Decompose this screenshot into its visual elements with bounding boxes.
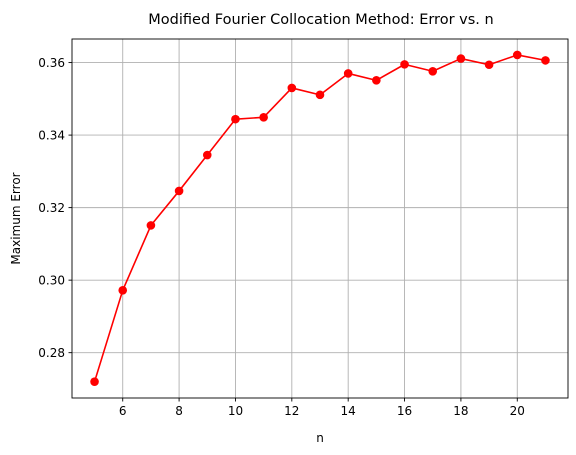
y-tick-label: 0.36 <box>38 56 65 70</box>
data-point <box>259 113 268 122</box>
data-point <box>202 150 212 160</box>
series-line <box>93 54 546 382</box>
gridlines <box>72 39 568 398</box>
plot-frame <box>71 38 569 399</box>
series-1 <box>90 50 550 386</box>
data-point <box>372 76 381 85</box>
x-tick-label: 6 <box>119 404 127 418</box>
data-point <box>512 50 522 60</box>
y-ticks: 0.28 0.30 0.32 0.34 0.36 <box>38 56 72 360</box>
data-point <box>90 377 99 386</box>
data-point <box>287 83 297 93</box>
x-tick-label: 12 <box>284 404 299 418</box>
x-tick-label: 8 <box>175 404 183 418</box>
data-point <box>231 114 240 124</box>
data-point <box>541 56 550 65</box>
y-tick-label: 0.30 <box>38 273 65 287</box>
y-axis-label: Maximum Error <box>9 172 23 264</box>
x-tick-label: 20 <box>510 404 525 418</box>
data-point <box>428 66 438 76</box>
x-tick-label: 16 <box>397 404 412 418</box>
data-point <box>343 69 353 78</box>
x-tick-label: 10 <box>228 404 243 418</box>
data-point <box>315 90 325 100</box>
y-tick-label: 0.34 <box>38 128 65 142</box>
chart-title: Modified Fourier Collocation Method: Err… <box>148 12 493 28</box>
x-tick-label: 14 <box>341 404 356 418</box>
data-point <box>174 186 184 196</box>
y-tick-label: 0.28 <box>38 346 65 360</box>
x-tick-label: 18 <box>453 404 468 418</box>
data-point <box>118 286 128 295</box>
data-point <box>484 60 494 70</box>
data-point <box>456 54 466 63</box>
x-ticks: 6 8 10 12 14 16 18 20 <box>119 398 525 418</box>
y-tick-label: 0.32 <box>38 201 65 215</box>
data-point <box>400 60 409 69</box>
x-axis-label: n <box>316 431 324 445</box>
data-point <box>146 221 156 230</box>
